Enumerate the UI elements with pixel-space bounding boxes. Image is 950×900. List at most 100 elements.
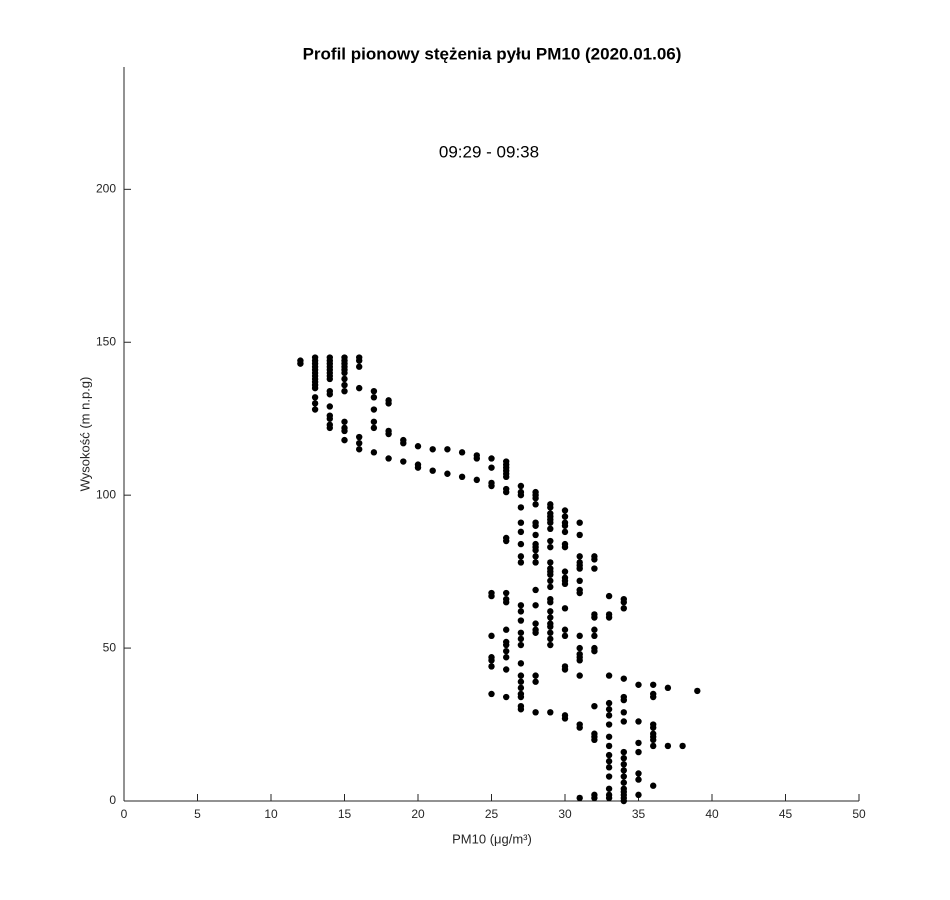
point [561,568,569,575]
point [547,543,554,551]
point [503,654,510,661]
point [547,635,554,643]
point [547,525,554,533]
point [576,519,583,526]
point [547,599,554,606]
point [297,360,304,367]
point [356,433,363,441]
point [473,455,480,462]
point [532,559,539,566]
x-axis-label: PM10 (μg/m³) [452,831,532,846]
point [576,531,583,539]
point [620,761,627,768]
point [356,446,363,453]
point [444,446,451,453]
point [650,782,657,789]
point [561,632,569,640]
point [517,553,525,560]
point [620,709,627,716]
point [532,629,539,636]
point [605,742,613,750]
point [311,406,319,413]
point [591,647,598,655]
point [341,418,348,425]
point [605,758,613,765]
point [605,721,613,728]
y-tick-label: 150 [96,334,116,348]
point [694,687,701,695]
point [591,565,598,572]
point [370,394,378,401]
point [605,794,613,802]
point [517,491,525,499]
point [650,681,657,688]
point [311,394,319,401]
point [488,632,495,640]
point [326,424,333,432]
point [370,418,378,425]
point [605,733,613,740]
point [532,501,539,508]
point [311,400,319,407]
point [370,406,378,413]
point [503,473,510,481]
point [517,608,525,615]
point [326,403,333,410]
point [326,391,333,398]
point [561,605,569,612]
point [517,559,525,566]
point [517,602,525,609]
point [576,553,583,560]
point [341,369,348,377]
point [311,384,319,392]
point [576,644,583,652]
point [503,666,510,673]
point [532,586,539,594]
point [517,540,525,548]
x-tick-label: 5 [194,807,201,821]
point [576,565,583,572]
point [620,599,627,606]
point [429,446,436,453]
point [341,387,348,395]
point [488,455,495,462]
point [547,614,554,621]
point [356,384,363,392]
point [517,617,525,624]
point [576,794,583,802]
point [444,470,451,477]
point [532,495,539,502]
point [576,577,583,584]
point [561,715,569,722]
point [591,794,598,802]
point [605,699,613,707]
point [414,443,422,450]
point [532,602,539,609]
point [605,592,613,600]
point [650,724,657,731]
point [503,488,510,496]
point [326,415,333,422]
point [326,375,333,383]
point [547,623,554,630]
point [605,712,613,719]
point [517,684,525,692]
point [635,748,642,756]
point [620,767,627,774]
point [370,449,378,456]
point [517,641,525,649]
point [635,776,642,783]
point [591,736,598,744]
point [356,363,363,370]
point [517,693,525,701]
point [605,785,613,792]
point [547,519,554,526]
point [503,647,510,655]
point [635,791,642,799]
annotation: 09:29 - 09:38 [439,142,539,161]
y-tick-label: 100 [96,487,116,501]
point [385,430,392,438]
point [605,773,613,780]
